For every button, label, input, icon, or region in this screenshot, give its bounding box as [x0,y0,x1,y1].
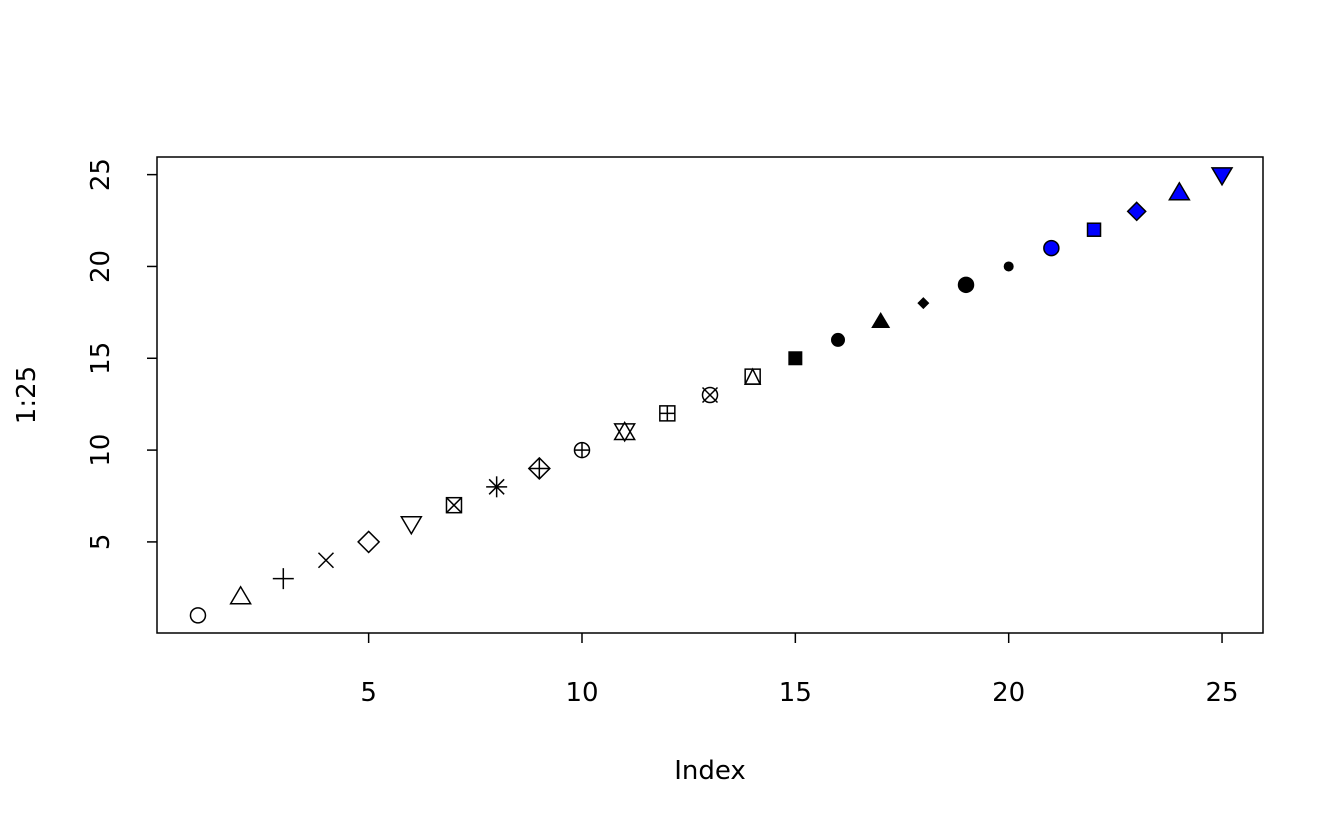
y-axis-label: 1:25 [12,366,42,424]
point-open-triangle-down [400,515,423,536]
point-filled-square [788,351,803,366]
point-small-filled-circle [1003,261,1014,272]
point-star-of-david [613,421,636,443]
y-tick-label: 20 [86,250,116,283]
point-bordered-triangle-up [1168,181,1191,201]
point-bordered-diamond [1126,201,1147,222]
point-square-plus [659,405,676,422]
x-tick-label: 10 [565,678,598,708]
point-circle-cross [701,386,719,404]
x-tick-label: 15 [779,678,812,708]
point-circle-plus [573,441,591,459]
x-axis-label: Index [674,756,746,786]
point-filled-circle-bordered [957,276,975,294]
point-bordered-square [1086,222,1102,237]
x-tick-label: 20 [992,678,1025,708]
y-tick-label: 25 [86,158,116,191]
point-diamond-plus [527,456,551,481]
x-tick-label: 5 [360,678,377,708]
point-filled-small-diamond [917,297,930,310]
point-filled-circle [831,332,846,347]
x-tick-label: 25 [1205,678,1238,708]
point-open-diamond [357,530,381,554]
x-axis: 5 10 15 20 25 [360,633,1239,708]
point-open-triangle-up [229,585,252,605]
y-tick-label: 15 [86,342,116,375]
point-square-cross [445,496,463,514]
y-tick-label: 5 [86,534,116,551]
points [189,167,1234,624]
point-open-circle [189,607,207,624]
point-bordered-circle [1043,239,1060,257]
point-bordered-triangle-down [1210,167,1234,187]
y-axis: 5 10 15 20 25 [86,158,157,550]
point-plus [272,568,294,590]
y-tick-label: 10 [86,434,116,467]
plot-frame [156,156,1264,634]
point-cross [317,552,335,569]
point-asterisk [486,476,508,498]
point-square-triangle [743,367,762,385]
point-filled-triangle [871,311,891,328]
